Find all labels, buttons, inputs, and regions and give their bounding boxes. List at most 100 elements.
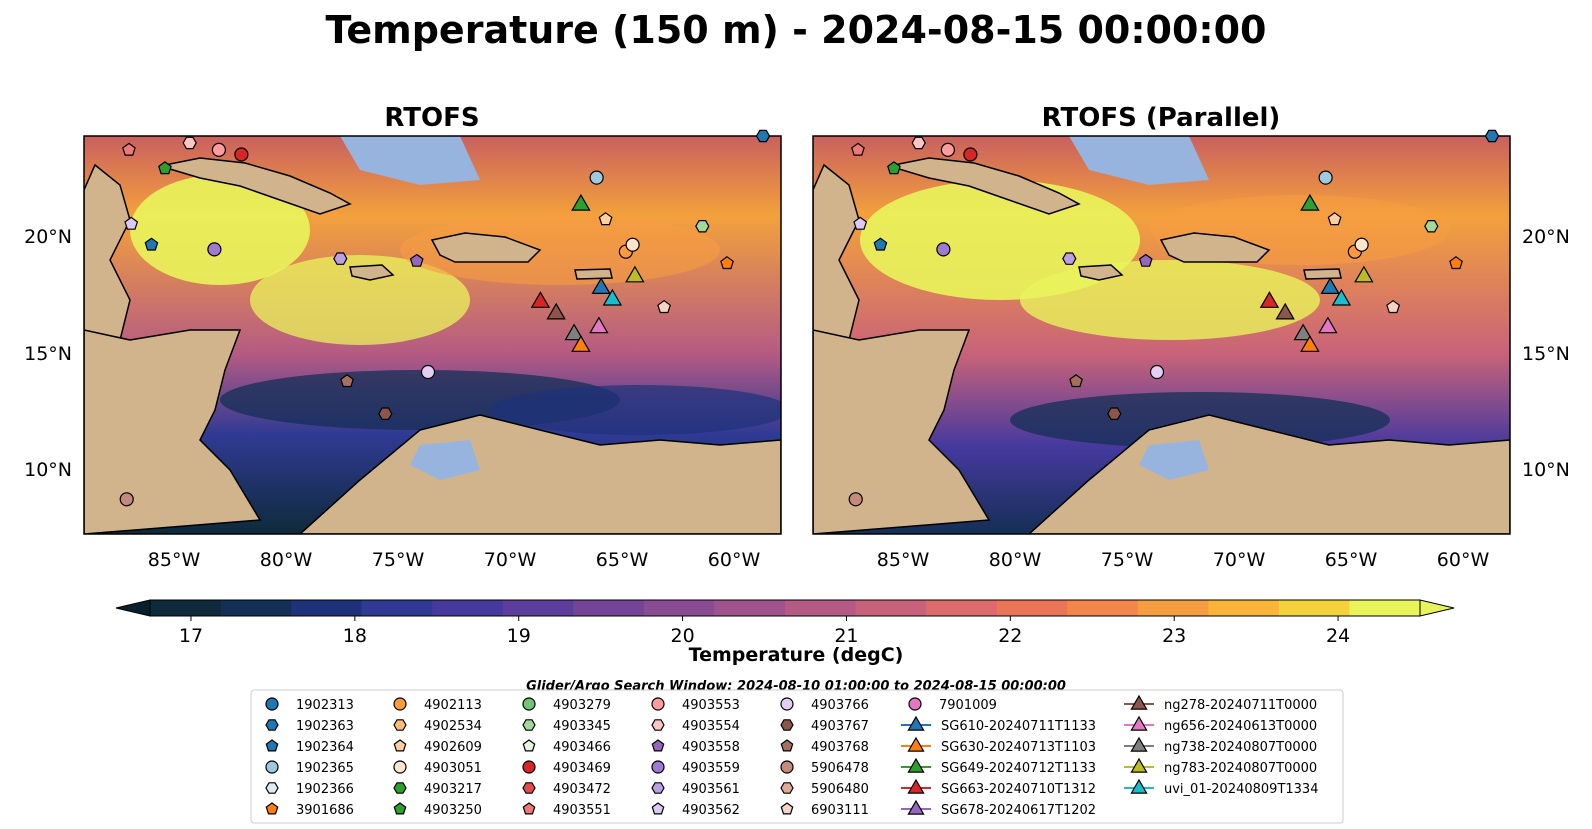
colorbar-bin: [1137, 600, 1209, 616]
argo-float-marker: [695, 220, 710, 233]
warm-band: [400, 215, 720, 285]
argo-float-marker: [911, 136, 926, 150]
legend-item: ng278-20240711T0000: [1124, 694, 1317, 713]
legend-label: SG678-20240617T1202: [941, 803, 1096, 818]
legend-label: uvi_01-20240809T1334: [1164, 782, 1318, 797]
legend-marker: [651, 719, 665, 731]
lon-tick: 65°W: [596, 549, 649, 571]
colorbar-tick-label: 20: [670, 625, 694, 647]
legend-marker: [780, 739, 794, 752]
colorbar: 17 18 19 20 21 22 23 24: [115, 599, 1455, 647]
argo-float-marker: [333, 252, 348, 265]
argo-float-marker: [1424, 220, 1439, 233]
argo-float-marker: [755, 129, 771, 143]
legend-label: 4903345: [553, 719, 611, 734]
lon-tick: 70°W: [1213, 549, 1266, 571]
jamaica: [1078, 264, 1124, 281]
legend-marker: [651, 739, 665, 752]
legend-label: SG630-20240713T1103: [941, 740, 1096, 755]
legend-label: SG610-20240711T1133: [941, 719, 1096, 734]
legend-marker: [651, 697, 665, 711]
legend-marker: [1130, 694, 1148, 710]
legend-label: 4903558: [682, 740, 740, 755]
legend-label: 6903111: [811, 803, 869, 818]
legend-label: SG649-20240712T1133: [941, 761, 1096, 776]
central-america: [813, 329, 991, 534]
argo-float-marker: [1354, 237, 1369, 252]
legend-marker: [780, 802, 794, 815]
legend-item: 5906480: [780, 782, 869, 797]
legend-marker: [393, 719, 407, 731]
legend-label: 4903768: [811, 740, 869, 755]
argo-float-marker: [963, 147, 978, 162]
legend-marker: [265, 760, 279, 774]
legend-item: 4902534: [393, 719, 482, 734]
glider-marker: [546, 302, 566, 320]
legend-marker: [780, 760, 794, 774]
lon-tick: 80°W: [260, 549, 313, 571]
argo-float-marker: [1327, 212, 1342, 226]
glider-marker: [530, 291, 551, 308]
colorbar-tick-label: 24: [1326, 625, 1350, 647]
legend-item: 4903767: [780, 719, 869, 734]
legend-label: SG663-20240710T1312: [941, 782, 1096, 797]
argo-float-marker: [887, 161, 901, 175]
glider-marker: [1275, 302, 1295, 320]
argo-float-marker: [1069, 374, 1083, 388]
south-america: [298, 414, 781, 534]
warm-pool: [1020, 260, 1320, 340]
legend-marker: [265, 739, 279, 752]
lon-axis: 85°W 80°W 75°W 70°W 65°W 60°W: [148, 549, 761, 571]
map-panel-rtofs-parallel: RTOFS (Parallel) 85°W 80°W 75°W 70°W 65°…: [812, 103, 1570, 571]
legend-marker: [908, 697, 922, 711]
warm-pool: [130, 175, 310, 285]
lon-tick: 75°W: [372, 549, 425, 571]
glider-marker: [1259, 291, 1280, 308]
legend-item: 4902113: [393, 697, 482, 713]
legend-marker: [1130, 715, 1148, 731]
argo-float-marker: [234, 147, 249, 162]
legend-item: 4903554: [651, 719, 740, 734]
cuba: [888, 157, 1081, 215]
glider-marker: [589, 316, 609, 334]
legend-item: SG663-20240710T1312: [901, 778, 1096, 797]
lon-tick: 85°W: [148, 549, 201, 571]
legend-item: 4903345: [522, 719, 611, 734]
legend-item: 4903558: [651, 739, 740, 755]
colorbar-bin: [1349, 600, 1421, 616]
legend-marker: [1130, 736, 1148, 752]
colorbar-bin: [432, 600, 504, 616]
legend-item: 4903768: [780, 739, 869, 755]
argo-float-marker: [1107, 407, 1122, 420]
lon-tick: 65°W: [1325, 549, 1378, 571]
figure-title: Temperature (150 m) - 2024-08-15 00:00:0…: [325, 8, 1266, 52]
legend-item: 1902313: [265, 697, 354, 713]
jamaica: [349, 264, 395, 281]
legend-item: 7901009: [908, 697, 997, 713]
lon-tick: 60°W: [708, 549, 761, 571]
cold-pool: [490, 385, 781, 435]
argo-float-marker: [598, 212, 613, 226]
legend-marker: [780, 782, 794, 794]
argo-float-marker: [207, 242, 222, 257]
glider-marker: [1293, 323, 1313, 341]
argo-float-marker: [119, 492, 134, 507]
lon-tick: 70°W: [484, 549, 537, 571]
lat-axis: 20°N 15°N 10°N: [24, 226, 72, 481]
legend-marker: [393, 697, 407, 711]
legend-marker: [907, 736, 925, 752]
lat-tick: 10°N: [1522, 459, 1570, 481]
colorbar-tick-label: 17: [179, 625, 203, 647]
colorbar-bin: [785, 600, 857, 616]
colorbar-bin: [855, 600, 927, 616]
legend-marker: [907, 757, 925, 773]
argo-float-marker: [625, 237, 640, 252]
map-panel-rtofs: RTOFS 85°W 80°W 75°W 70°W 65°W 60°: [24, 103, 782, 571]
legend-label: 1902363: [296, 719, 354, 734]
legend-item: SG610-20240711T1133: [901, 715, 1096, 734]
legend-marker: [780, 719, 794, 731]
argo-float-marker: [1149, 364, 1165, 380]
legend-label: 1902364: [296, 740, 354, 755]
argo-float-marker: [158, 161, 172, 175]
